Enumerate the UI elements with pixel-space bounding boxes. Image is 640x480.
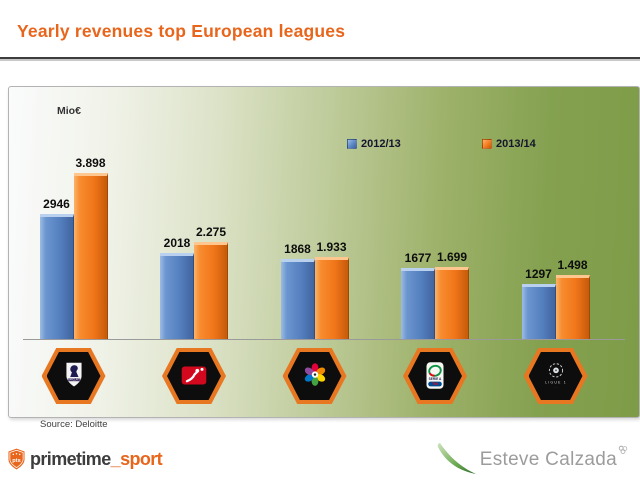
legend-label: 2013/14 [496,138,536,150]
pts-shield-icon: pts [8,448,25,470]
ligue-1-logo-icon: LIGUE 1 · · · [528,352,583,400]
source-note: Source: Deloitte [40,419,108,430]
serie-a-badge: SERIE A TIM [403,348,467,404]
esteve-calzada-text: Esteve Calzada [479,449,617,470]
legend-item-2013-14: 2013/14 [482,138,536,150]
x-axis-line [23,339,625,340]
ligue-1-badge: LIGUE 1 · · · [523,348,588,404]
legend-swatch-blue-icon [347,139,357,149]
green-swoosh-icon [437,443,476,474]
value-label-ligue-1-2013-14: 1.498 [557,258,588,272]
unit-label: Mio€ [57,105,81,117]
value-label-la-liga-2012-13: 1868 [284,242,311,256]
value-label-bundesliga-2013-14: 2.275 [195,225,227,239]
value-label-la-liga-2013-14: 1.933 [316,240,347,254]
la-liga-badge [282,348,347,404]
primetime-sport-logo: pts primetime_sport [8,448,163,470]
calzada-emblem-icon [618,445,628,454]
value-label-ligue-1-2012-13: 1297 [525,267,552,281]
bar-bundesliga-2012-13 [160,253,194,339]
wordmark-sport: sport [120,449,163,469]
esteve-calzada-logo: Esteve Calzada [434,441,628,479]
serie-a-logo-icon: SERIE A TIM [408,352,462,400]
wordmark-underscore: _ [110,449,121,469]
bar-serie-a-2013-14 [435,267,469,339]
premier-league-badge: BARCLAYS [41,348,106,404]
svg-text:pts: pts [12,458,20,464]
bar-premier-league-2012-13 [39,214,74,339]
bar-bundesliga-2013-14 [194,242,228,339]
svg-text:LIGUE 1: LIGUE 1 [545,381,567,385]
premier-league-logo-icon: BARCLAYS [46,352,101,400]
value-label-bundesliga-2012-13: 2018 [163,236,191,250]
bundesliga-badge [162,348,226,404]
page-title: Yearly revenues top European leagues [17,21,346,41]
legend-label: 2012/13 [361,138,401,150]
wordmark: primetime_sport [30,448,163,470]
bar-serie-a-2012-13 [401,268,435,339]
bundesliga-logo-icon [167,352,221,400]
svg-text:TIM: TIM [432,382,438,386]
bar-la-liga-2012-13 [280,259,315,339]
bar-premier-league-2013-14 [73,173,108,339]
la-liga-logo-icon [287,352,342,400]
title-separator-shadow [0,59,640,61]
value-label-premier-league-2013-14: 3.898 [75,156,106,170]
chart-panel: Mio€ 2012/13 2013/14 2946 3.898 BARCLAYS 20… [8,86,640,418]
svg-text:BARCLAYS: BARCLAYS [68,379,80,382]
value-label-serie-a-2013-14: 1.699 [436,250,468,264]
value-label-serie-a-2012-13: 1677 [404,251,432,265]
bar-la-liga-2013-14 [314,257,349,339]
bar-ligue-1-2013-14 [555,275,590,339]
value-label-premier-league-2012-13: 2946 [43,197,70,211]
svg-text:· · ·: · · · [553,385,557,389]
svg-text:SERIE A: SERIE A [429,377,442,381]
legend-item-2012-13: 2012/13 [347,138,401,150]
wordmark-primetime: primetime [30,449,111,469]
legend-swatch-orange-icon [482,139,492,149]
bar-ligue-1-2012-13 [521,284,556,339]
title-separator [0,57,640,59]
